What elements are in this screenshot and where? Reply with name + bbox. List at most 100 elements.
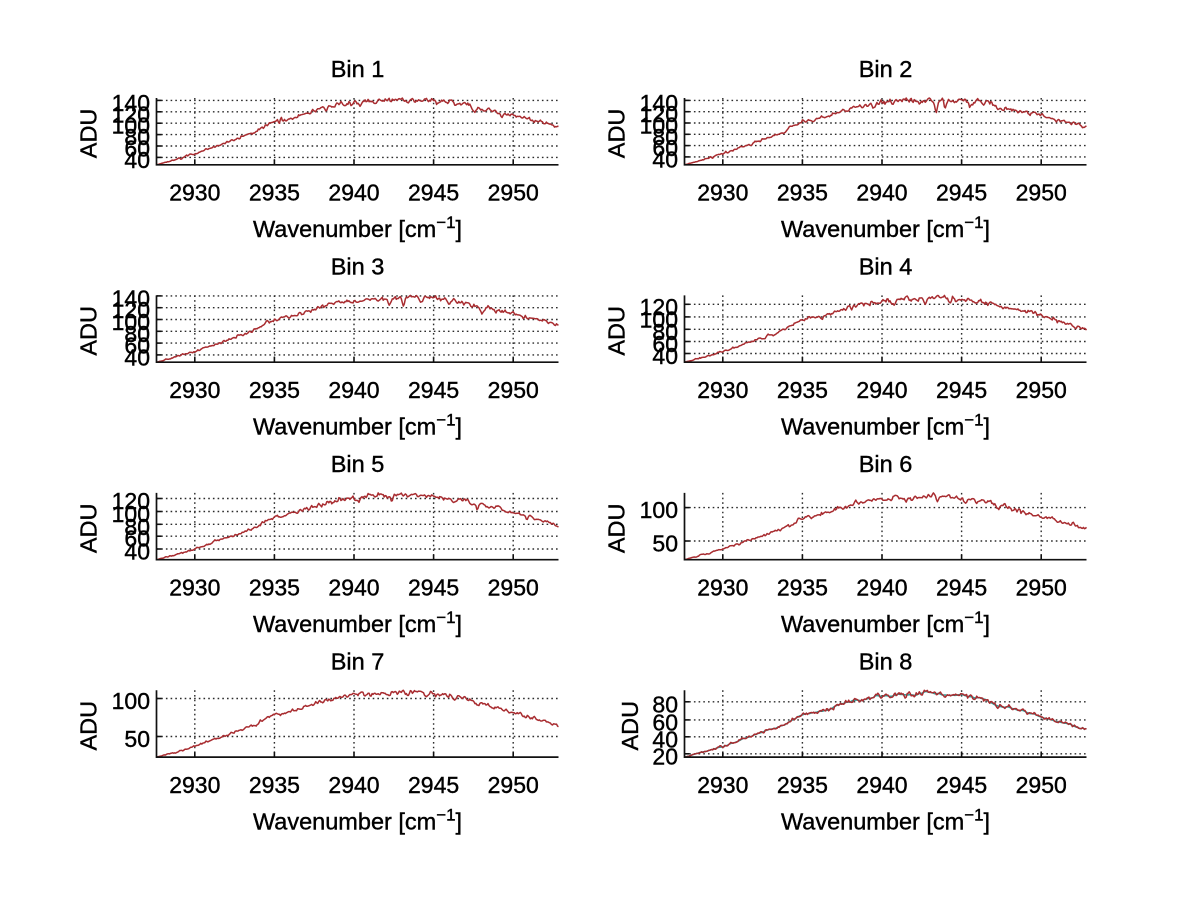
svg-text:100: 100 [112, 688, 150, 714]
svg-text:100: 100 [640, 113, 678, 139]
svg-text:2935: 2935 [249, 377, 300, 403]
svg-text:50: 50 [124, 726, 150, 752]
svg-text:80: 80 [124, 321, 150, 347]
svg-text:60: 60 [124, 136, 150, 162]
svg-text:ADU: ADU [604, 306, 630, 356]
svg-text:2940: 2940 [856, 180, 907, 206]
svg-text:2950: 2950 [488, 772, 539, 798]
svg-text:Bin 8: Bin 8 [859, 648, 913, 674]
svg-text:2935: 2935 [249, 575, 300, 601]
svg-text:50: 50 [652, 531, 678, 557]
svg-text:2930: 2930 [169, 180, 220, 206]
svg-text:Wavenumber [cm−1]: Wavenumber [cm−1] [781, 805, 990, 834]
svg-text:Bin 1: Bin 1 [331, 56, 385, 82]
svg-text:Wavenumber [cm−1]: Wavenumber [cm−1] [253, 805, 462, 834]
svg-text:ADU: ADU [604, 109, 630, 159]
svg-text:40: 40 [652, 726, 678, 752]
svg-text:2940: 2940 [328, 180, 379, 206]
svg-text:2950: 2950 [488, 575, 539, 601]
svg-text:Wavenumber [cm−1]: Wavenumber [cm−1] [781, 213, 990, 242]
svg-text:Bin 4: Bin 4 [859, 253, 913, 279]
svg-text:2945: 2945 [936, 575, 987, 601]
svg-text:2940: 2940 [856, 772, 907, 798]
svg-text:ADU: ADU [76, 109, 102, 159]
svg-text:120: 120 [112, 488, 150, 514]
svg-text:2940: 2940 [328, 377, 379, 403]
svg-text:2940: 2940 [856, 575, 907, 601]
svg-text:Wavenumber [cm−1]: Wavenumber [cm−1] [253, 410, 462, 439]
svg-text:2945: 2945 [408, 772, 459, 798]
svg-text:80: 80 [652, 319, 678, 345]
svg-text:Bin 3: Bin 3 [331, 253, 385, 279]
svg-text:ADU: ADU [604, 503, 630, 553]
svg-text:2945: 2945 [936, 180, 987, 206]
svg-text:2930: 2930 [697, 575, 748, 601]
svg-text:100: 100 [112, 309, 150, 335]
svg-text:Bin 2: Bin 2 [859, 56, 913, 82]
svg-text:2945: 2945 [408, 180, 459, 206]
svg-text:120: 120 [640, 101, 678, 127]
svg-text:2945: 2945 [408, 575, 459, 601]
svg-text:Wavenumber [cm−1]: Wavenumber [cm−1] [781, 608, 990, 637]
svg-text:Bin 5: Bin 5 [331, 451, 385, 477]
svg-text:2950: 2950 [488, 377, 539, 403]
svg-text:80: 80 [652, 691, 678, 717]
svg-text:80: 80 [124, 514, 150, 540]
svg-text:60: 60 [124, 333, 150, 359]
svg-text:80: 80 [652, 124, 678, 150]
svg-text:2930: 2930 [169, 772, 220, 798]
svg-text:Bin 6: Bin 6 [859, 451, 913, 477]
svg-text:80: 80 [124, 124, 150, 150]
svg-text:ADU: ADU [76, 306, 102, 356]
svg-text:Bin 7: Bin 7 [331, 648, 385, 674]
svg-text:Wavenumber [cm−1]: Wavenumber [cm−1] [253, 608, 462, 637]
svg-text:120: 120 [112, 297, 150, 323]
svg-text:140: 140 [640, 90, 678, 116]
svg-text:20: 20 [652, 743, 678, 769]
svg-text:60: 60 [652, 331, 678, 357]
svg-text:ADU: ADU [76, 701, 102, 751]
svg-text:2950: 2950 [1016, 575, 1067, 601]
svg-text:2945: 2945 [408, 377, 459, 403]
svg-text:2945: 2945 [936, 772, 987, 798]
svg-text:40: 40 [652, 343, 678, 369]
svg-text:2930: 2930 [697, 377, 748, 403]
svg-text:100: 100 [112, 113, 150, 139]
svg-text:2930: 2930 [169, 377, 220, 403]
svg-text:40: 40 [652, 146, 678, 172]
svg-text:2940: 2940 [856, 377, 907, 403]
svg-text:2930: 2930 [697, 180, 748, 206]
svg-text:60: 60 [652, 135, 678, 161]
svg-text:2950: 2950 [488, 180, 539, 206]
svg-text:2935: 2935 [777, 772, 828, 798]
svg-text:2935: 2935 [777, 575, 828, 601]
svg-text:120: 120 [640, 294, 678, 320]
svg-text:ADU: ADU [76, 503, 102, 553]
svg-text:2935: 2935 [249, 772, 300, 798]
svg-text:40: 40 [124, 344, 150, 370]
svg-text:140: 140 [112, 285, 150, 311]
svg-text:100: 100 [640, 306, 678, 332]
svg-text:60: 60 [124, 526, 150, 552]
svg-text:2930: 2930 [169, 575, 220, 601]
svg-text:2950: 2950 [1016, 772, 1067, 798]
svg-text:100: 100 [112, 501, 150, 527]
svg-text:120: 120 [112, 101, 150, 127]
svg-text:2935: 2935 [777, 180, 828, 206]
svg-text:2950: 2950 [1016, 180, 1067, 206]
svg-text:40: 40 [124, 539, 150, 565]
svg-text:40: 40 [124, 147, 150, 173]
svg-text:100: 100 [640, 497, 678, 523]
svg-text:ADU: ADU [617, 701, 643, 751]
svg-text:2940: 2940 [328, 575, 379, 601]
svg-text:60: 60 [652, 709, 678, 735]
svg-text:2945: 2945 [936, 377, 987, 403]
svg-text:2950: 2950 [1016, 377, 1067, 403]
svg-text:140: 140 [112, 90, 150, 116]
svg-text:Wavenumber [cm−1]: Wavenumber [cm−1] [253, 213, 462, 242]
svg-text:2930: 2930 [697, 772, 748, 798]
svg-text:2935: 2935 [777, 377, 828, 403]
svg-text:2940: 2940 [328, 772, 379, 798]
svg-text:2935: 2935 [249, 180, 300, 206]
svg-text:Wavenumber [cm−1]: Wavenumber [cm−1] [781, 410, 990, 439]
